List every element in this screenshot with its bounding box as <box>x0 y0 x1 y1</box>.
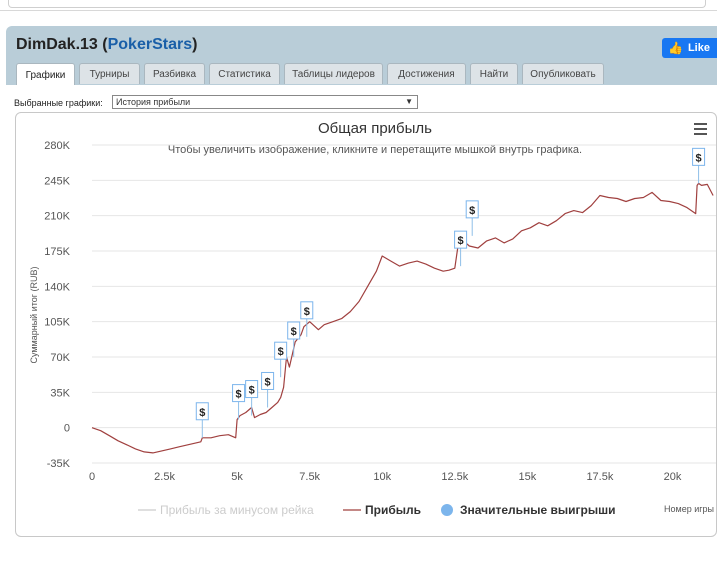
significant-win-flag: $ <box>465 200 479 236</box>
dollar-icon: $ <box>304 306 310 318</box>
dollar-icon: $ <box>458 235 464 247</box>
like-label: Like <box>687 42 710 54</box>
x-tick-label: 15k <box>518 471 536 483</box>
x-tick-label: 0 <box>89 471 95 483</box>
significant-win-flag: $ <box>692 147 706 184</box>
x-tick-label: 17.5k <box>586 471 613 483</box>
dropdown-arrow-icon: ▼ <box>405 97 413 106</box>
y-axis-label: Суммарный итог (RUB) <box>29 266 39 363</box>
player-title: DimDak.13 (PokerStars) <box>16 36 198 53</box>
y-tick-label: 35K <box>50 387 70 399</box>
dollar-icon: $ <box>265 376 271 388</box>
legend-symbol-significant-wins <box>441 504 453 516</box>
x-axis-label: Номер игры <box>664 504 714 514</box>
y-tick-label: 245K <box>44 175 70 187</box>
chart-subtitle: Чтобы увеличить изображение, кликните и … <box>168 144 582 156</box>
flag-box <box>287 321 301 340</box>
legend-item-profit[interactable]: Прибыль <box>365 503 421 517</box>
significant-win-flag: $ <box>195 402 209 438</box>
significant-win-flag: $ <box>300 301 314 337</box>
significant-win-flag: $ <box>274 341 288 378</box>
player-panel: DimDak.13 (PokerStars) 👍 Like Графики Ту… <box>6 26 717 565</box>
tab-find[interactable]: Найти <box>470 63 518 84</box>
profit-line <box>91 182 714 454</box>
player-name: DimDak.13 <box>16 36 98 53</box>
flag-box <box>692 147 706 166</box>
tab-content: Выбранные графики: История прибыли ▼ Общ… <box>6 85 717 565</box>
flag-box <box>232 384 246 403</box>
x-tick-label: 12.5k <box>441 471 468 483</box>
tab-leaderboards[interactable]: Таблицы лидеров <box>284 63 383 84</box>
y-tick-label: 175K <box>44 246 70 258</box>
top-strip <box>0 0 717 11</box>
x-tick-label: 10k <box>373 471 391 483</box>
selected-charts-label: Выбранные графики: <box>14 98 103 108</box>
dollar-icon: $ <box>469 205 475 217</box>
y-tick-label: 140K <box>44 281 70 293</box>
site-name[interactable]: PokerStars <box>107 36 193 53</box>
tab-graphs[interactable]: Графики <box>16 63 75 86</box>
y-tick-label: 105K <box>44 317 70 329</box>
x-tick-label: 2.5k <box>154 471 175 483</box>
y-tick-label: -35K <box>47 458 71 470</box>
flag-box <box>261 371 275 390</box>
dollar-icon: $ <box>199 407 205 419</box>
flag-box <box>300 301 314 320</box>
significant-win-flag: $ <box>245 380 259 416</box>
chart-legend: Прибыль за минусом рейка Прибыль Значите… <box>138 503 616 517</box>
facebook-like-button[interactable]: 👍 Like <box>662 38 717 58</box>
significant-win-flag: $ <box>454 230 468 267</box>
dollar-icon: $ <box>291 326 297 338</box>
significant-win-flag: $ <box>287 321 301 357</box>
tab-publish[interactable]: Опубликовать <box>522 63 604 84</box>
legend-item-significant-wins[interactable]: Значительные выигрыши <box>460 503 616 517</box>
thumbs-up-icon: 👍 <box>668 41 683 55</box>
flag-box <box>195 402 209 421</box>
y-tick-label: 280K <box>44 140 70 152</box>
dollar-icon: $ <box>278 346 284 358</box>
x-tick-label: 7.5k <box>299 471 320 483</box>
y-tick-label: 70K <box>50 352 70 364</box>
tab-statistics[interactable]: Статистика <box>209 63 280 84</box>
flag-box <box>274 341 288 360</box>
tab-tournaments[interactable]: Турниры <box>79 63 140 84</box>
chart-select-value: История прибыли <box>116 97 191 107</box>
y-tick-label: 210K <box>44 211 70 223</box>
chart-title: Общая прибыль <box>318 120 432 137</box>
dollar-icon: $ <box>249 385 255 397</box>
dollar-icon: $ <box>696 152 702 164</box>
chart-select[interactable]: История прибыли ▼ <box>112 95 418 109</box>
flag-box <box>454 230 468 249</box>
tab-achievements[interactable]: Достижения <box>387 63 466 84</box>
dollar-icon: $ <box>236 389 242 401</box>
flag-box <box>465 200 479 219</box>
flag-box <box>245 380 259 399</box>
legend-item-net-of-rake[interactable]: Прибыль за минусом рейка <box>160 503 314 517</box>
significant-win-flag: $ <box>261 371 275 408</box>
tab-breakdown[interactable]: Разбивка <box>144 63 205 84</box>
significant-win-flag: $ <box>232 384 246 420</box>
x-tick-label: 5k <box>231 471 243 483</box>
x-tick-label: 20k <box>664 471 682 483</box>
profit-chart[interactable]: Общая прибыль Чтобы увеличить изображени… <box>16 113 716 536</box>
chart-menu-icon[interactable] <box>694 123 707 138</box>
y-tick-label: 0 <box>64 423 70 435</box>
chart-container[interactable]: Общая прибыль Чтобы увеличить изображени… <box>15 112 717 537</box>
